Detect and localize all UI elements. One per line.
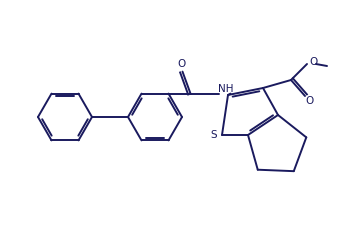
Text: O: O — [306, 96, 314, 106]
Text: NH: NH — [218, 84, 233, 94]
Text: O: O — [177, 59, 185, 69]
Text: O: O — [310, 57, 318, 67]
Text: S: S — [211, 130, 217, 140]
